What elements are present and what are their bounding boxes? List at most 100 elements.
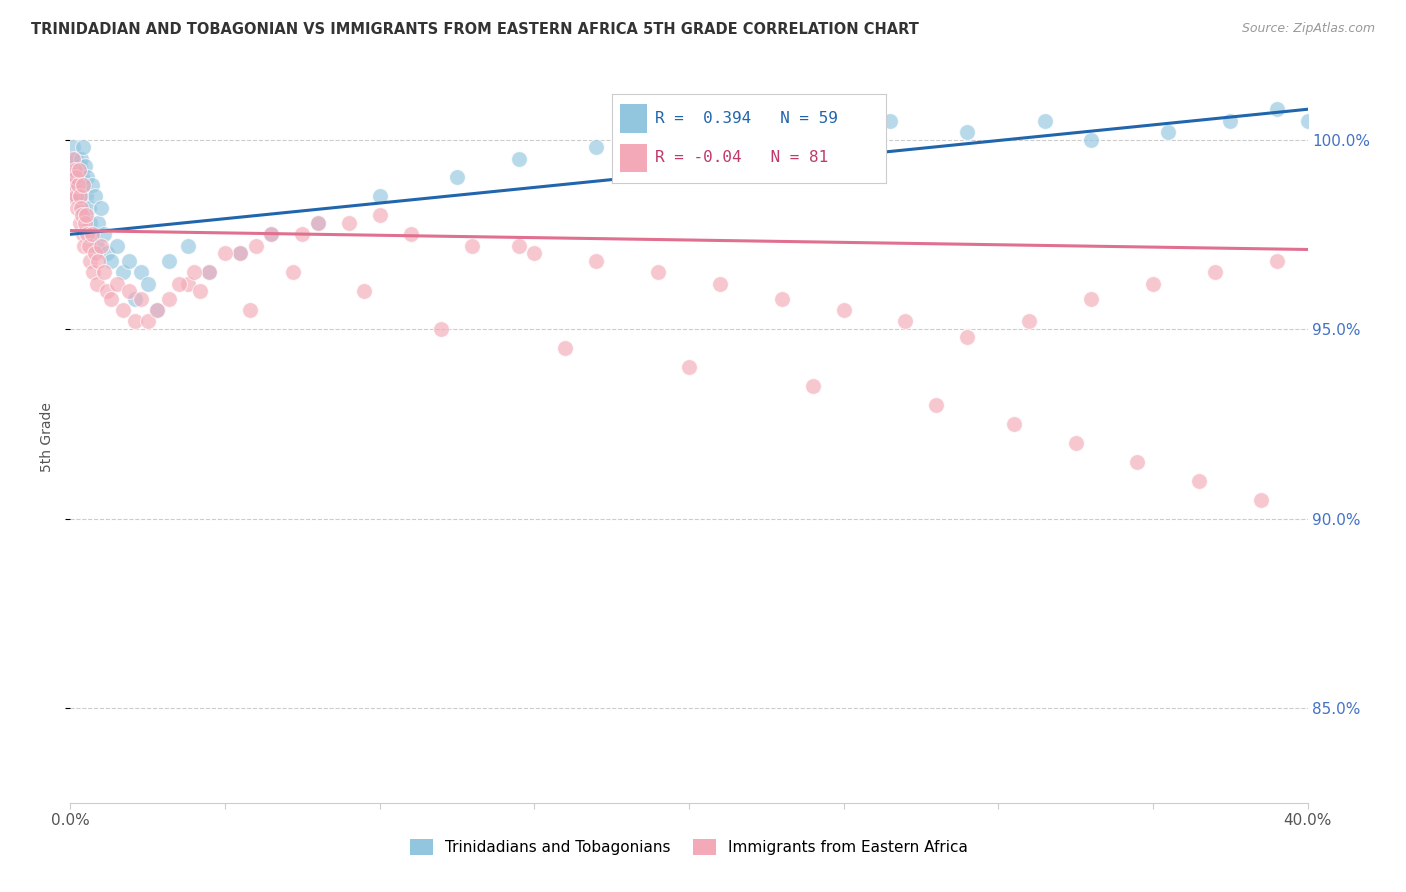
Point bbox=[925, 398, 948, 412]
Point bbox=[84, 246, 107, 260]
Point bbox=[177, 277, 200, 291]
Point bbox=[281, 265, 304, 279]
Point bbox=[118, 253, 141, 268]
Point bbox=[554, 341, 576, 355]
Point bbox=[67, 186, 90, 200]
Point bbox=[124, 314, 146, 328]
Point bbox=[167, 277, 190, 291]
Point bbox=[136, 314, 159, 328]
Point bbox=[96, 284, 118, 298]
Point bbox=[399, 227, 422, 242]
Point bbox=[245, 238, 267, 252]
Point bbox=[79, 253, 101, 268]
Point bbox=[239, 303, 262, 318]
Point bbox=[69, 159, 91, 173]
Point bbox=[157, 292, 180, 306]
Point bbox=[177, 238, 200, 252]
Text: R = -0.04   N = 81: R = -0.04 N = 81 bbox=[655, 151, 828, 165]
Point bbox=[66, 162, 89, 177]
Point bbox=[73, 238, 96, 252]
Point bbox=[66, 201, 89, 215]
Point bbox=[188, 284, 211, 298]
Point bbox=[90, 238, 112, 252]
Point bbox=[67, 170, 90, 185]
Point bbox=[76, 170, 98, 185]
Point bbox=[801, 379, 824, 393]
Point bbox=[111, 303, 134, 318]
Point bbox=[1033, 113, 1056, 128]
Point bbox=[72, 201, 94, 215]
Point bbox=[894, 314, 917, 328]
Point bbox=[87, 253, 110, 268]
Y-axis label: 5th Grade: 5th Grade bbox=[39, 402, 53, 472]
Point bbox=[100, 253, 122, 268]
Point bbox=[801, 132, 824, 146]
Point bbox=[69, 189, 91, 203]
Point bbox=[307, 216, 329, 230]
Point bbox=[131, 265, 153, 279]
Text: Source: ZipAtlas.com: Source: ZipAtlas.com bbox=[1241, 22, 1375, 36]
Point bbox=[82, 227, 105, 242]
Point bbox=[63, 178, 86, 192]
Point bbox=[1296, 113, 1319, 128]
Point bbox=[70, 208, 93, 222]
Point bbox=[105, 277, 128, 291]
Point bbox=[770, 292, 793, 306]
Point bbox=[146, 303, 169, 318]
Point bbox=[307, 216, 329, 230]
Point bbox=[75, 208, 97, 222]
Point bbox=[131, 292, 153, 306]
Point bbox=[157, 253, 180, 268]
Point bbox=[647, 132, 669, 146]
Point bbox=[75, 159, 97, 173]
Point bbox=[65, 189, 87, 203]
Point bbox=[75, 216, 97, 230]
Point bbox=[368, 208, 391, 222]
Point bbox=[956, 329, 979, 343]
Point bbox=[69, 189, 91, 203]
Point bbox=[118, 284, 141, 298]
Legend: Trinidadians and Tobagonians, Immigrants from Eastern Africa: Trinidadians and Tobagonians, Immigrants… bbox=[404, 833, 974, 861]
Point bbox=[96, 246, 118, 260]
Point bbox=[63, 162, 86, 177]
Point bbox=[368, 189, 391, 203]
Point bbox=[1204, 265, 1226, 279]
Point bbox=[1064, 435, 1087, 450]
Point bbox=[62, 152, 84, 166]
Point bbox=[709, 277, 731, 291]
Point bbox=[77, 238, 100, 252]
Point bbox=[353, 284, 375, 298]
Point bbox=[63, 170, 86, 185]
Point bbox=[60, 189, 83, 203]
Point bbox=[77, 201, 100, 215]
Point bbox=[229, 246, 252, 260]
Point bbox=[90, 201, 112, 215]
Point bbox=[229, 246, 252, 260]
Point bbox=[86, 277, 108, 291]
Point bbox=[585, 140, 607, 154]
Point bbox=[1018, 314, 1040, 328]
Point bbox=[70, 152, 93, 166]
Point bbox=[461, 238, 484, 252]
Point bbox=[93, 227, 115, 242]
Text: TRINIDADIAN AND TOBAGONIAN VS IMMIGRANTS FROM EASTERN AFRICA 5TH GRADE CORRELATI: TRINIDADIAN AND TOBAGONIAN VS IMMIGRANTS… bbox=[31, 22, 918, 37]
Bar bbox=[620, 144, 647, 172]
Point bbox=[260, 227, 283, 242]
Point bbox=[63, 162, 86, 177]
Point bbox=[72, 178, 94, 192]
Point bbox=[84, 189, 107, 203]
Point bbox=[75, 189, 97, 203]
Point bbox=[124, 292, 146, 306]
Point bbox=[1142, 277, 1164, 291]
Point bbox=[647, 265, 669, 279]
Point bbox=[214, 246, 236, 260]
Point bbox=[198, 265, 221, 279]
Point bbox=[1188, 474, 1211, 488]
Point bbox=[70, 201, 93, 215]
Point bbox=[86, 238, 108, 252]
Point bbox=[1080, 292, 1102, 306]
Point bbox=[62, 170, 84, 185]
Point bbox=[508, 238, 530, 252]
Point bbox=[430, 322, 453, 336]
Point bbox=[73, 178, 96, 192]
